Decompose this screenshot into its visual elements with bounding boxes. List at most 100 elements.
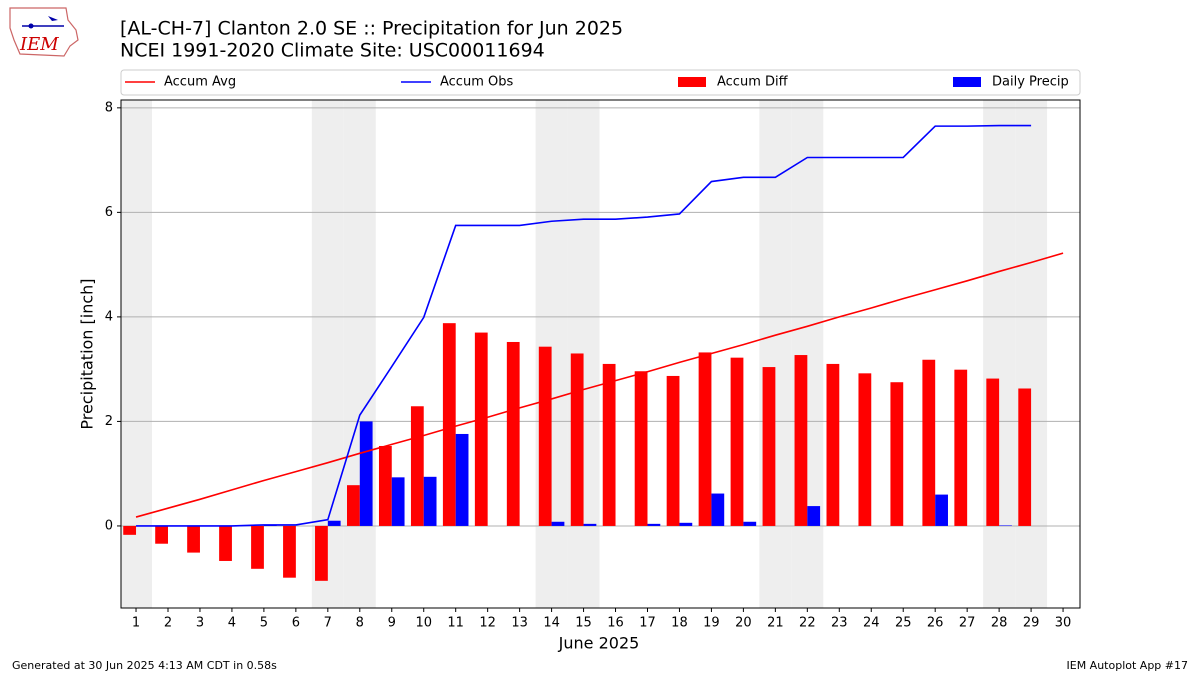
bar <box>283 525 296 578</box>
x-tick-label: 2 <box>164 616 172 631</box>
legend-label: Accum Obs <box>440 75 513 90</box>
x-tick-label: 17 <box>639 616 656 631</box>
bar <box>634 371 648 526</box>
bar <box>506 341 520 526</box>
bar <box>315 525 328 581</box>
bar <box>762 367 776 526</box>
y-tick-label: 2 <box>105 414 113 429</box>
bar <box>551 521 565 526</box>
x-tick-label: 25 <box>895 616 912 631</box>
x-tick-label: 8 <box>356 616 364 631</box>
x-tick-label: 23 <box>831 616 848 631</box>
bar <box>474 332 488 526</box>
x-tick-label: 14 <box>543 616 560 631</box>
bar <box>187 525 200 553</box>
logo-text: IEM <box>19 34 59 55</box>
x-tick-label: 12 <box>479 616 496 631</box>
x-tick-label: 4 <box>228 616 236 631</box>
bar <box>954 369 968 526</box>
bar <box>935 494 948 526</box>
bar <box>391 477 405 526</box>
line <box>136 124 1032 527</box>
chart-title: [AL-CH-7] Clanton 2.0 SE :: Precipitatio… <box>120 18 623 40</box>
bar <box>583 523 597 526</box>
weekend-shade <box>343 100 376 608</box>
weekend-shade <box>121 100 153 608</box>
logo-flag <box>48 16 58 21</box>
bar <box>219 525 232 561</box>
footer-left: Generated at 30 Jun 2025 4:13 AM CDT in … <box>12 659 277 672</box>
bar <box>666 375 680 526</box>
weekend-shade <box>1015 100 1048 608</box>
x-tick-label: 24 <box>863 616 880 631</box>
legend-label: Accum Avg <box>164 75 236 90</box>
y-tick-label: 0 <box>105 518 113 533</box>
legend-patch <box>678 77 706 87</box>
bar <box>423 476 437 526</box>
y-axis-label: Precipitation [inch] <box>78 278 97 429</box>
bar <box>455 433 469 526</box>
legend-patch <box>953 77 981 87</box>
x-tick-label: 3 <box>196 616 204 631</box>
bar <box>807 506 821 526</box>
bar <box>890 382 904 526</box>
bar <box>251 525 264 569</box>
logo: IEM <box>9 7 79 57</box>
bar <box>570 353 584 526</box>
x-tick-label: 15 <box>575 616 592 631</box>
bar <box>730 357 744 526</box>
bar <box>743 521 757 526</box>
bar <box>347 485 360 526</box>
bar <box>858 373 872 526</box>
x-tick-label: 22 <box>799 616 816 631</box>
logo-outline <box>9 7 79 57</box>
weekend-shade <box>759 100 792 608</box>
x-tick-label: 20 <box>735 616 752 631</box>
bar <box>602 363 616 526</box>
bar <box>679 522 693 526</box>
x-tick-label: 11 <box>447 616 464 631</box>
bar <box>378 445 392 526</box>
legend-box <box>120 69 1081 96</box>
x-tick-label: 1 <box>132 616 140 631</box>
bar <box>711 493 725 526</box>
x-tick-label: 29 <box>1023 616 1040 631</box>
x-tick-label: 16 <box>607 616 624 631</box>
x-axis-label: June 2025 <box>558 634 640 653</box>
x-tick-label: 13 <box>511 616 528 631</box>
bar <box>1018 388 1032 526</box>
y-tick-label: 6 <box>105 205 113 220</box>
bar <box>359 421 373 526</box>
bar <box>794 355 808 526</box>
bar <box>922 359 936 526</box>
x-tick-label: 26 <box>927 616 944 631</box>
weekend-shade <box>983 100 1016 608</box>
x-tick-label: 30 <box>1055 616 1072 631</box>
x-tick-label: 19 <box>703 616 720 631</box>
x-tick-label: 9 <box>388 616 396 631</box>
bar <box>327 520 341 526</box>
bar <box>826 363 840 526</box>
line <box>135 252 1064 518</box>
bar <box>698 352 712 526</box>
bar <box>410 406 424 526</box>
x-tick-label: 10 <box>415 616 432 631</box>
bar <box>986 378 1000 526</box>
legend-label: Daily Precip <box>992 75 1069 90</box>
chart-subtitle: NCEI 1991-2020 Climate Site: USC00011694 <box>120 40 545 62</box>
y-tick-label: 8 <box>105 100 113 115</box>
x-tick-label: 27 <box>959 616 976 631</box>
bar <box>123 525 137 535</box>
y-tick-label: 4 <box>105 309 113 324</box>
logo-dot <box>28 23 34 29</box>
x-tick-label: 6 <box>292 616 300 631</box>
x-tick-label: 28 <box>991 616 1008 631</box>
x-tick-label: 21 <box>767 616 784 631</box>
plot-frame <box>120 99 1081 609</box>
bar <box>647 523 661 526</box>
weekend-shade <box>791 100 824 608</box>
footer-right: IEM Autoplot App #17 <box>1067 659 1189 672</box>
bar <box>155 525 168 544</box>
